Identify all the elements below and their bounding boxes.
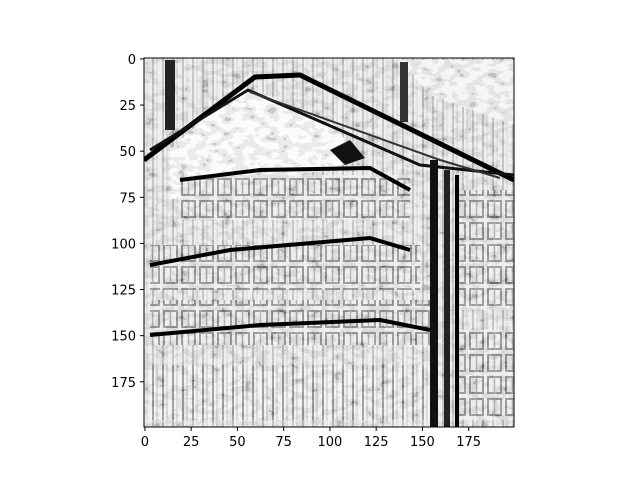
x-tick-label: 125 [364, 435, 389, 450]
x-axis: 0 25 50 75 100 125 150 175 [141, 427, 481, 450]
y-tick-label: 50 [119, 145, 136, 160]
y-tick-label: 125 [111, 284, 136, 299]
x-tick-label: 75 [275, 435, 292, 450]
y-axis: 0 25 50 75 100 125 150 175 [111, 53, 144, 391]
x-tick-label: 175 [456, 435, 481, 450]
axes-frame [143, 57, 515, 428]
x-tick-label: 25 [183, 435, 200, 450]
x-tick-label: 50 [229, 435, 246, 450]
y-tick-label: 0 [128, 53, 136, 68]
y-tick-label: 100 [111, 237, 136, 252]
y-tick-label: 150 [111, 330, 136, 345]
y-tick-label: 75 [119, 191, 136, 206]
x-tick-label: 100 [318, 435, 343, 450]
x-tick-label: 0 [141, 435, 149, 450]
x-tick-label: 150 [410, 435, 435, 450]
edge-image [144, 58, 514, 427]
y-tick-label: 175 [111, 376, 136, 391]
y-tick-label: 25 [119, 99, 136, 114]
